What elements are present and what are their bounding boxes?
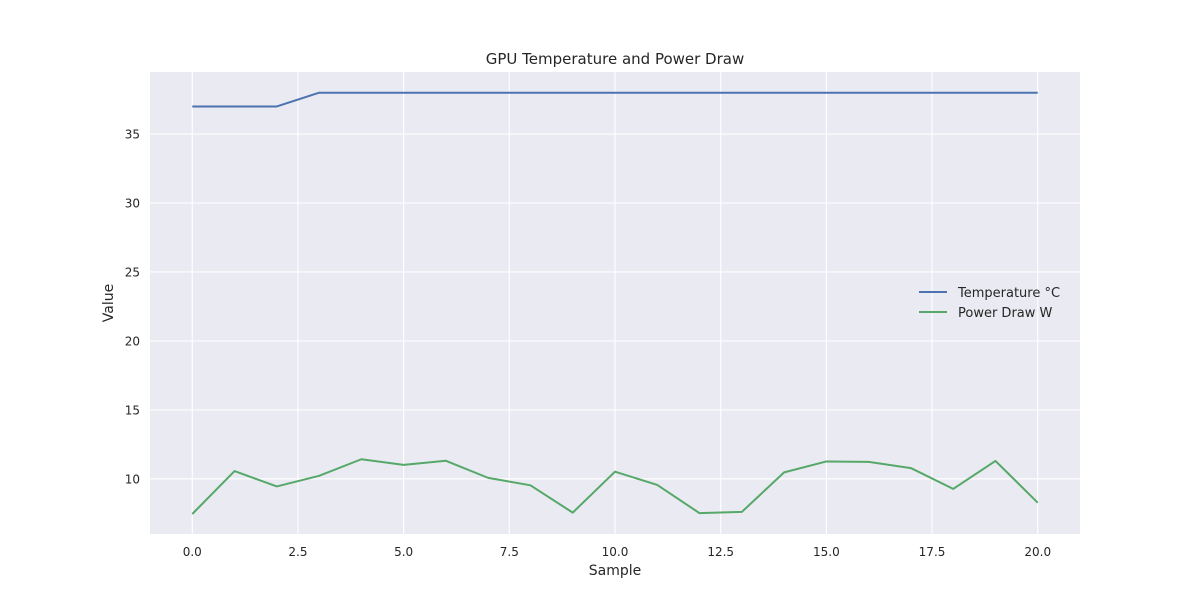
- x-tick-label: 2.5: [288, 545, 307, 559]
- x-tick-label: 17.5: [919, 545, 946, 559]
- series-line-power: [191, 458, 1039, 515]
- series-line-temperature: [192, 91, 1038, 108]
- y-tick-label: 20: [125, 334, 140, 348]
- y-tick-label: 15: [125, 403, 140, 417]
- x-tick-label: 15.0: [813, 545, 840, 559]
- y-tick-label: 30: [125, 197, 140, 211]
- y-axis-ticks: 10 15 20 25 30 35: [125, 128, 140, 487]
- y-tick-label: 35: [125, 128, 140, 142]
- series-lines: [191, 91, 1039, 515]
- x-tick-label: 20.0: [1024, 545, 1051, 559]
- x-axis-label: Sample: [589, 563, 642, 579]
- x-tick-label: 0.0: [183, 545, 202, 559]
- y-tick-label: 25: [125, 265, 140, 279]
- grid: [150, 72, 1080, 534]
- y-tick-label: 10: [125, 472, 140, 486]
- x-tick-label: 12.5: [707, 545, 734, 559]
- legend: Temperature °C Power Draw W: [919, 286, 1060, 321]
- y-axis-label: Value: [101, 284, 117, 322]
- chart-title: GPU Temperature and Power Draw: [486, 50, 745, 68]
- x-tick-label: 10.0: [602, 545, 629, 559]
- legend-label-power: Power Draw W: [958, 306, 1053, 321]
- x-tick-label: 5.0: [394, 545, 413, 559]
- legend-label-temperature: Temperature °C: [957, 286, 1060, 301]
- x-tick-label: 7.5: [500, 545, 519, 559]
- x-axis-ticks: 0.0 2.5 5.0 7.5 10.0 12.5 15.0 17.5 20.0: [183, 545, 1051, 559]
